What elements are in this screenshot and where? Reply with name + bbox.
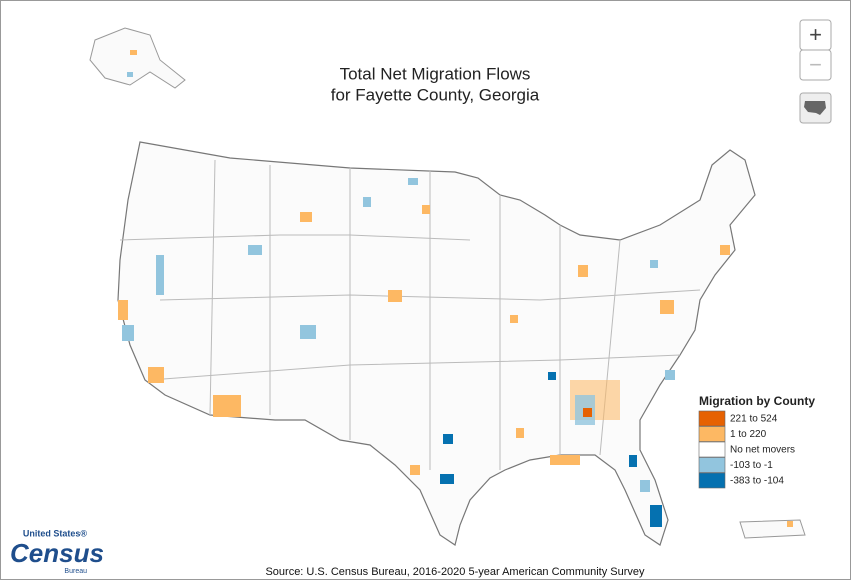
county [578, 265, 588, 277]
legend-label: No net movers [730, 445, 795, 456]
map-title: for Fayette County, Georgia [331, 85, 540, 104]
county [422, 205, 430, 214]
legend-label: -383 to -104 [730, 476, 784, 487]
logo-top: United States® [23, 528, 88, 538]
county [213, 395, 241, 417]
legend-swatch [698, 441, 726, 458]
county [156, 255, 164, 295]
counties [118, 178, 730, 527]
county [248, 245, 262, 255]
county [122, 325, 134, 341]
census-logo: United States® Census Bureau [10, 528, 104, 574]
county [548, 372, 556, 380]
source-note: Source: U.S. Census Bureau, 2016-2020 5-… [265, 566, 645, 578]
county [118, 300, 128, 320]
county [510, 315, 518, 323]
county [148, 367, 164, 383]
legend-label: 1 to 220 [730, 429, 767, 440]
legend: Migration by County 221 to 524 1 to 220 No… [698, 394, 815, 489]
county [550, 455, 580, 465]
state-line [149, 354, 681, 381]
legend-swatch [698, 457, 726, 473]
us-icon[interactable] [804, 101, 826, 115]
county [443, 434, 453, 444]
county [410, 465, 420, 475]
county [650, 260, 658, 268]
state-line [159, 289, 701, 301]
logo-sub: Bureau [64, 568, 87, 575]
county [408, 178, 418, 185]
puerto-rico [739, 519, 806, 539]
legend-swatch [698, 410, 726, 427]
zoom-in-button[interactable]: + [799, 19, 832, 51]
county [130, 50, 137, 55]
legend-title: Migration by County [699, 394, 815, 408]
county [127, 72, 133, 77]
county [300, 325, 316, 339]
county [516, 428, 524, 438]
state-line [119, 234, 471, 241]
full-extent-button[interactable] [799, 92, 832, 124]
county [787, 521, 793, 527]
zoom-out-button[interactable]: − [799, 49, 832, 81]
legend-swatch [698, 426, 726, 442]
map-title: Total Net Migration Flows [340, 64, 531, 83]
county [720, 245, 730, 255]
county [629, 455, 637, 467]
state-line [209, 159, 216, 416]
zoom-out-box[interactable] [799, 49, 832, 81]
county [300, 212, 312, 222]
us-outline [117, 141, 756, 546]
county [650, 505, 662, 527]
county [363, 197, 371, 207]
legend-label: 221 to 524 [730, 414, 778, 425]
legend-label: -103 to -1 [730, 460, 773, 471]
zoom-in-label[interactable]: + [809, 22, 822, 47]
county-fayette [583, 408, 592, 417]
logo-main: Census [10, 538, 104, 568]
county [660, 300, 674, 314]
county [640, 480, 650, 492]
zoom-out-label[interactable]: − [809, 52, 822, 77]
county [440, 474, 454, 484]
state-lines [119, 159, 701, 470]
alaska [89, 27, 186, 89]
legend-swatch [698, 472, 726, 489]
county [665, 370, 675, 380]
county [388, 290, 402, 302]
